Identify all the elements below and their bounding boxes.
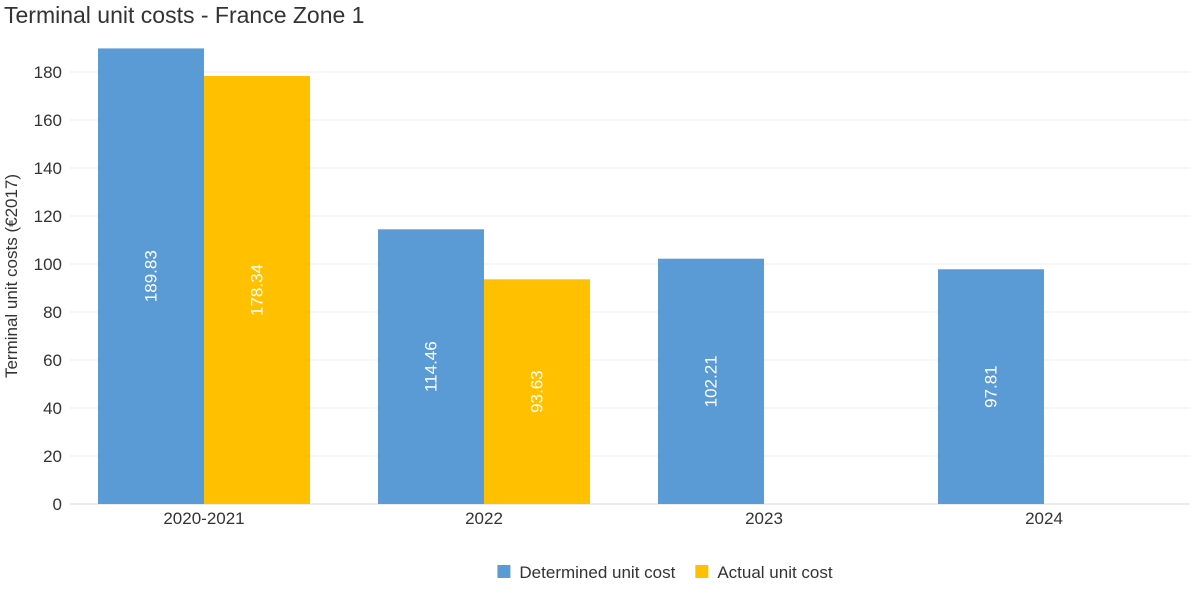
y-tick-label: 100 xyxy=(34,255,62,274)
x-tick-label: 2023 xyxy=(745,509,783,528)
legend-label: Determined unit cost xyxy=(519,563,675,582)
y-tick-label: 40 xyxy=(43,399,62,418)
bar-value-label: 97.81 xyxy=(982,365,1001,408)
y-tick-label: 80 xyxy=(43,303,62,322)
bar-value-label: 114.46 xyxy=(422,341,441,392)
y-tick-label: 160 xyxy=(34,111,62,130)
bars xyxy=(98,48,1044,505)
bar xyxy=(204,75,310,504)
bar-value-label: 102.21 xyxy=(702,355,721,407)
legend-swatch xyxy=(695,565,709,578)
y-axis-label: Terminal unit costs (€2017) xyxy=(2,174,21,378)
bar xyxy=(658,258,764,504)
x-tick-label: 2022 xyxy=(465,509,503,528)
bar-value-label: 189.83 xyxy=(142,250,161,302)
y-tick-label: 60 xyxy=(43,351,62,370)
legend-label: Actual unit cost xyxy=(717,563,833,582)
y-tick-label: 140 xyxy=(34,159,62,178)
y-tick-label: 180 xyxy=(34,63,62,82)
legend-swatch xyxy=(497,565,511,578)
bar-value-label: 93.63 xyxy=(528,370,547,413)
chart-title: Terminal unit costs - France Zone 1 xyxy=(4,2,365,28)
legend-item[interactable]: Determined unit cost xyxy=(497,563,676,582)
y-tick-label: 20 xyxy=(43,447,62,466)
x-axis-ticks: 2020-2021 2022 2023 2024 xyxy=(163,509,1063,528)
bar xyxy=(938,269,1044,504)
x-tick-label: 2020-2021 xyxy=(163,509,244,528)
legend: Determined unit cost Actual unit cost xyxy=(497,563,833,582)
bar xyxy=(98,48,204,505)
y-axis-ticks: 0 20 40 60 80 100 120 140 160 180 xyxy=(34,63,62,514)
y-tick-label: 0 xyxy=(53,495,62,514)
bar-value-label: 178.34 xyxy=(248,264,267,316)
x-tick-label: 2024 xyxy=(1025,509,1063,528)
bar xyxy=(484,279,590,504)
bar xyxy=(378,229,484,504)
legend-item[interactable]: Actual unit cost xyxy=(695,563,833,582)
bar-value-labels: 189.83 178.34 114.46 93.63 102.21 97.81 xyxy=(142,250,1001,413)
y-tick-label: 120 xyxy=(34,207,62,226)
